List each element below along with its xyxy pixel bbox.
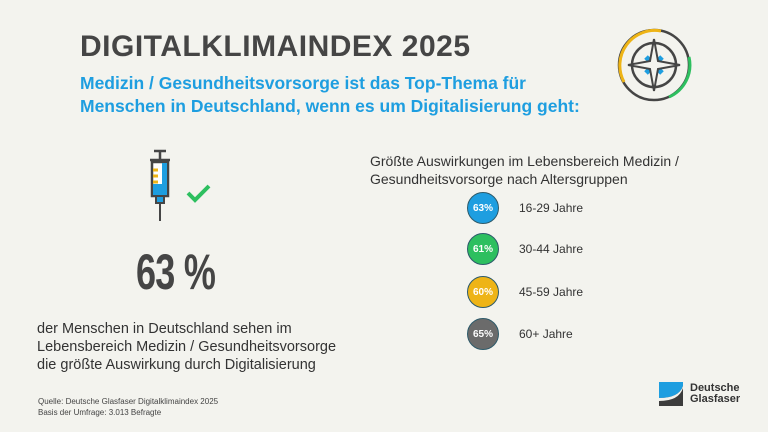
source-note: Quelle: Deutsche Glasfaser Digitalklimai… — [38, 396, 218, 418]
checkmark-icon — [186, 184, 211, 203]
subtitle-line: Menschen in Deutschland, wenn es um Digi… — [80, 96, 580, 116]
logo-mark-icon — [659, 382, 683, 406]
value-circle: 65% — [467, 318, 499, 350]
value-circle: 61% — [467, 233, 499, 265]
chart-title: Größte Auswirkungen im Lebensbereich Med… — [370, 152, 679, 188]
age-label: 30-44 Jahre — [519, 242, 584, 256]
chart-title-line: Größte Auswirkungen im Lebensbereich Med… — [370, 153, 679, 169]
value-circle: 63% — [467, 192, 499, 224]
logo-text: Deutsche Glasfaser — [690, 383, 740, 405]
page-title: DIGITALKLIMAINDEX 2025 — [80, 30, 471, 63]
age-group-row: 65% 60+ Jahre — [467, 318, 573, 350]
source-line: Basis der Umfrage: 3.013 Befragte — [38, 408, 162, 417]
age-group-row: 61% 30-44 Jahre — [467, 233, 583, 265]
age-group-row: 63% 16-29 Jahre — [467, 192, 583, 224]
age-label: 45-59 Jahre — [519, 285, 584, 299]
logo-text-line: Deutsche — [690, 382, 740, 394]
chart-title-line: Gesundheitsvorsorge nach Altersgruppen — [370, 171, 628, 187]
description-line: der Menschen in Deutschland sehen im — [37, 321, 292, 337]
syringe-icon — [150, 149, 211, 221]
deutsche-glasfaser-logo: Deutsche Glasfaser — [659, 382, 740, 406]
logo-text-line: Glasfaser — [690, 393, 741, 405]
source-line: Quelle: Deutsche Glasfaser Digitalklimai… — [38, 397, 219, 406]
description-line: Lebensbereich Medizin / Gesundheitsvorso… — [37, 339, 337, 355]
main-stat: 63 % — [136, 244, 216, 300]
age-label: 60+ Jahre — [519, 327, 573, 341]
age-label: 16-29 Jahre — [519, 201, 584, 215]
subtitle-line: Medizin / Gesundheitsvorsorge ist das To… — [80, 73, 526, 93]
description-line: die größte Auswirkung durch Digitalisier… — [37, 357, 316, 373]
age-group-row: 60% 45-59 Jahre — [467, 276, 583, 308]
description: der Menschen in Deutschland sehen im Leb… — [37, 320, 336, 374]
compass-icon — [617, 28, 692, 102]
subtitle: Medizin / Gesundheitsvorsorge ist das To… — [80, 72, 580, 118]
value-circle: 60% — [467, 276, 499, 308]
